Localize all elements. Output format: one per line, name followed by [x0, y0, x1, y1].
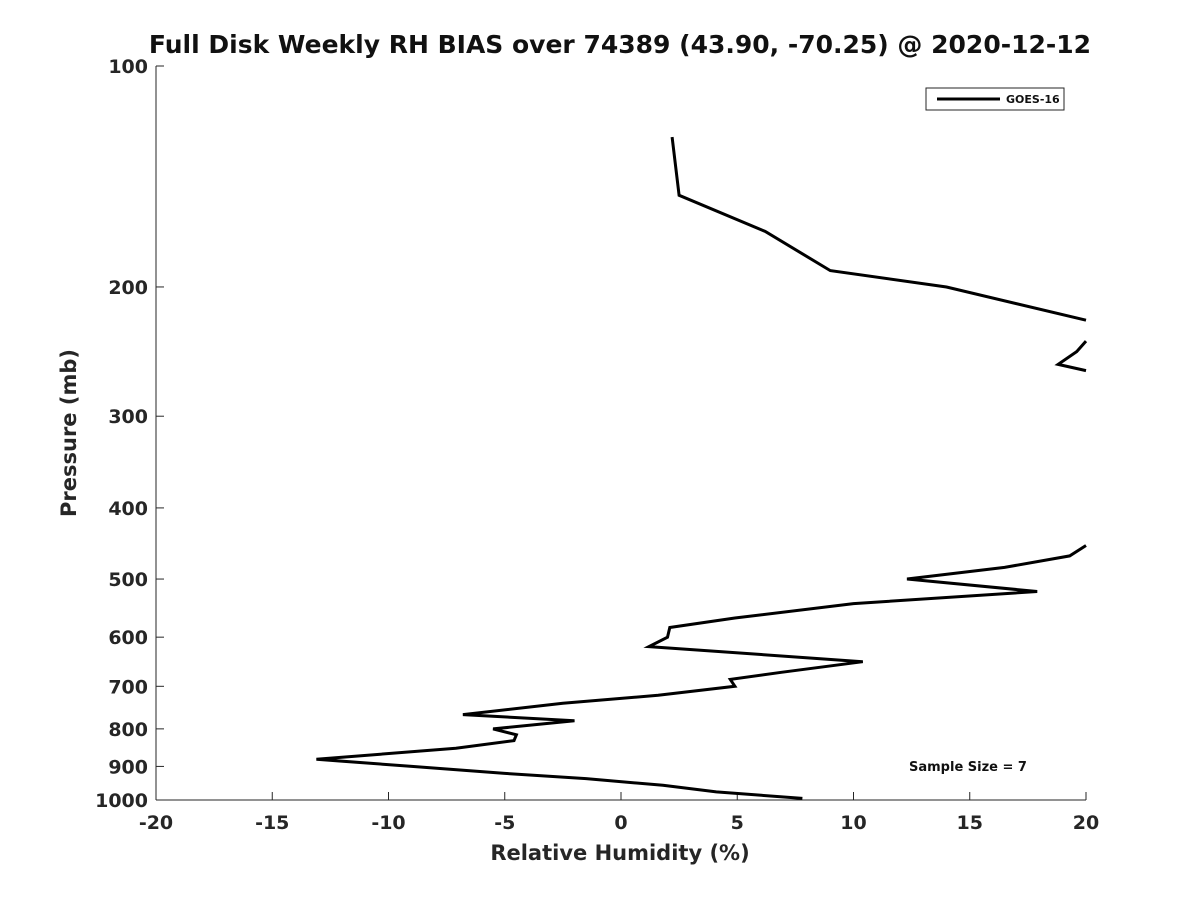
legend-label-goes-16: GOES-16: [1006, 93, 1060, 106]
y-tick-label: 600: [108, 627, 148, 649]
series-layer: [316, 136, 1088, 800]
y-tick-label: 700: [108, 676, 148, 698]
y-tick-label: 1000: [95, 790, 148, 812]
x-tick-label: 20: [1073, 812, 1099, 834]
y-tick-label: 300: [108, 406, 148, 428]
x-tick-label: -20: [139, 812, 173, 834]
x-ticks: -20 -15 -10 -5 0 5 10 15 20: [139, 792, 1099, 834]
x-tick-label: -5: [494, 812, 515, 834]
y-tick-label: 500: [108, 569, 148, 591]
chart-title: Full Disk Weekly RH BIAS over 74389 (43.…: [149, 30, 1091, 59]
x-tick-label: 10: [840, 812, 866, 834]
x-tick-label: 15: [957, 812, 983, 834]
y-tick-label: 400: [108, 498, 148, 520]
series-line-segment-1: [670, 136, 1087, 322]
plot-axes: [155, 66, 1086, 801]
y-tick-label: 900: [108, 756, 148, 778]
y-axis-label: Pressure (mb): [57, 349, 81, 517]
series-line-segment-2: [1054, 340, 1088, 373]
y-tick-label: 800: [108, 719, 148, 741]
y-tick-label: 200: [108, 277, 148, 299]
x-tick-label: 0: [614, 812, 627, 834]
x-tick-label: -10: [371, 812, 405, 834]
x-tick-label: 5: [731, 812, 744, 834]
series-line-segment-3: [316, 544, 1087, 800]
sample-size-annotation: Sample Size = 7: [909, 760, 1027, 775]
x-axis-label: Relative Humidity (%): [490, 841, 749, 865]
x-tick-label: -15: [255, 812, 289, 834]
legend: GOES-16: [925, 87, 1065, 111]
y-ticks: 100 200 300 400 500 600 700 800 900 1000: [95, 56, 164, 812]
y-tick-label: 100: [108, 56, 148, 78]
